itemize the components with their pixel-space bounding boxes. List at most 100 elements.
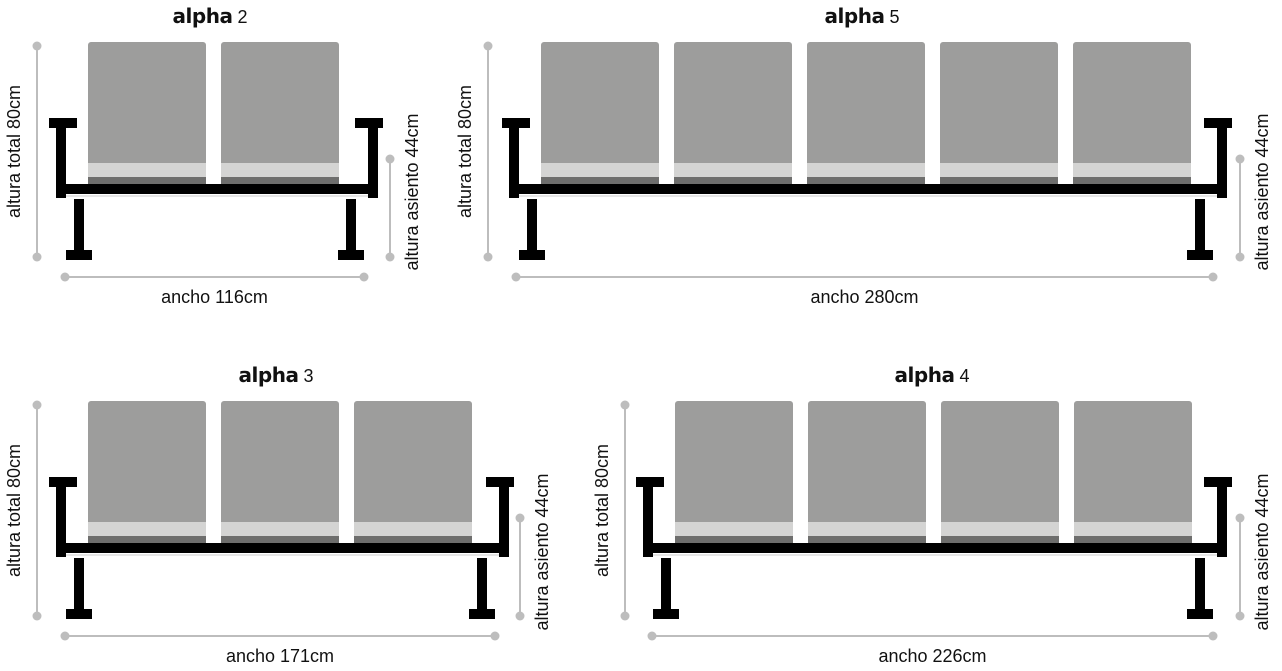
- seat: [674, 42, 792, 192]
- seat-height-dimension-end-dot: [1235, 611, 1245, 621]
- total-height-label: altura total 80cm: [455, 85, 475, 218]
- seat-row: [88, 42, 339, 192]
- seat-highlight: [807, 163, 925, 177]
- seat-highlight: [940, 163, 1058, 177]
- total-height-label: altura total 80cm: [592, 444, 612, 577]
- bench-leg: [74, 199, 84, 255]
- width-dimension-end-dot: [647, 631, 657, 641]
- seat: [1074, 401, 1192, 551]
- seat-height-label: altura asiento 44cm: [532, 473, 552, 630]
- seat-height-dimension-end-dot: [385, 252, 395, 262]
- seat-highlight: [674, 163, 792, 177]
- seat-back: [1074, 401, 1192, 551]
- seat-height-dimension-end-dot: [1235, 252, 1245, 262]
- seat-back: [940, 42, 1058, 192]
- seat-height-dimension-end-dot: [1235, 513, 1245, 523]
- armrest-post: [368, 118, 378, 198]
- bench-foot: [338, 250, 364, 260]
- seat-back: [88, 42, 206, 192]
- total-height-dimension-end-dot: [483, 41, 493, 51]
- bench-diagram-4: alpha 4 altura total 80cm altura asiento 44…: [592, 363, 1272, 666]
- seat: [88, 42, 206, 192]
- seat-highlight: [221, 163, 339, 177]
- bench-foot: [66, 609, 92, 619]
- bench-foot: [653, 609, 679, 619]
- width-dimension-end-dot: [359, 272, 369, 282]
- seat-height-label: altura asiento 44cm: [1252, 473, 1272, 630]
- bench-beam: [643, 543, 1225, 553]
- seat-back: [807, 42, 925, 192]
- bench-foot: [519, 250, 545, 260]
- armrest-post: [56, 477, 66, 557]
- bench-title: alpha 3: [239, 363, 314, 387]
- total-height-dimension-end-dot: [483, 252, 493, 262]
- seat: [675, 401, 793, 551]
- total-height-dimension-end-dot: [32, 41, 42, 51]
- bench-beam: [509, 184, 1225, 194]
- width-label: ancho 226cm: [878, 646, 986, 666]
- seat-height-dimension-end-dot: [515, 513, 525, 523]
- seat-highlight: [541, 163, 659, 177]
- width-dimension-end-dot: [60, 631, 70, 641]
- seat-back: [941, 401, 1059, 551]
- seat-height-dimension-end-dot: [515, 611, 525, 621]
- seat: [354, 401, 472, 551]
- seat-back: [354, 401, 472, 551]
- width-label: ancho 280cm: [810, 287, 918, 307]
- seat: [541, 42, 659, 192]
- total-height-dimension-end-dot: [32, 252, 42, 262]
- seat-back: [808, 401, 926, 551]
- seat-height-label: altura asiento 44cm: [402, 113, 422, 270]
- brand-name: alpha: [239, 363, 299, 387]
- armrest-post: [1217, 477, 1227, 557]
- bench-title: alpha 2: [173, 4, 248, 28]
- width-dimension-end-dot: [1208, 631, 1218, 641]
- brand-name: alpha: [173, 4, 233, 28]
- seat-highlight: [88, 522, 206, 536]
- bench-leg: [477, 558, 487, 614]
- seat-highlight: [675, 522, 793, 536]
- bench-foot: [469, 609, 495, 619]
- seat-back: [1073, 42, 1191, 192]
- total-height-label: altura total 80cm: [4, 444, 24, 577]
- width-dimension-end-dot: [1208, 272, 1218, 282]
- armrest-post: [1217, 118, 1227, 198]
- seat: [221, 401, 339, 551]
- bench-foot: [66, 250, 92, 260]
- seat-back: [88, 401, 206, 551]
- seat: [941, 401, 1059, 551]
- width-label: ancho 116cm: [161, 287, 268, 307]
- bench-title: alpha 4: [895, 363, 970, 387]
- brand-name: alpha: [825, 4, 885, 28]
- total-height-dimension-end-dot: [32, 611, 42, 621]
- seat-row: [675, 401, 1192, 551]
- seat-row: [88, 401, 472, 551]
- bench-beam: [56, 543, 507, 553]
- width-dimension-end-dot: [490, 631, 500, 641]
- seat-back: [674, 42, 792, 192]
- width-label: ancho 171cm: [226, 646, 334, 666]
- seat: [88, 401, 206, 551]
- brand-name: alpha: [895, 363, 955, 387]
- seat-highlight: [354, 522, 472, 536]
- seat-highlight: [808, 522, 926, 536]
- bench-leg: [74, 558, 84, 614]
- bench-title: alpha 5: [825, 4, 900, 28]
- seat-highlight: [1073, 163, 1191, 177]
- seat-height-label: altura asiento 44cm: [1252, 113, 1272, 270]
- total-height-dimension-end-dot: [620, 400, 630, 410]
- seat-back: [221, 401, 339, 551]
- bench-diagram-3: alpha 3 altura total 80cm altura asiento 44…: [4, 363, 552, 666]
- seat-row: [541, 42, 1191, 192]
- armrest-post: [499, 477, 509, 557]
- seat: [807, 42, 925, 192]
- seat-height-dimension-end-dot: [385, 154, 395, 164]
- model-number: 3: [303, 366, 313, 386]
- beam-shadow: [56, 195, 376, 197]
- seat-highlight: [88, 163, 206, 177]
- total-height-dimension-end-dot: [32, 400, 42, 410]
- seat-back: [541, 42, 659, 192]
- total-height-dimension-end-dot: [620, 611, 630, 621]
- bench-beam: [56, 184, 376, 194]
